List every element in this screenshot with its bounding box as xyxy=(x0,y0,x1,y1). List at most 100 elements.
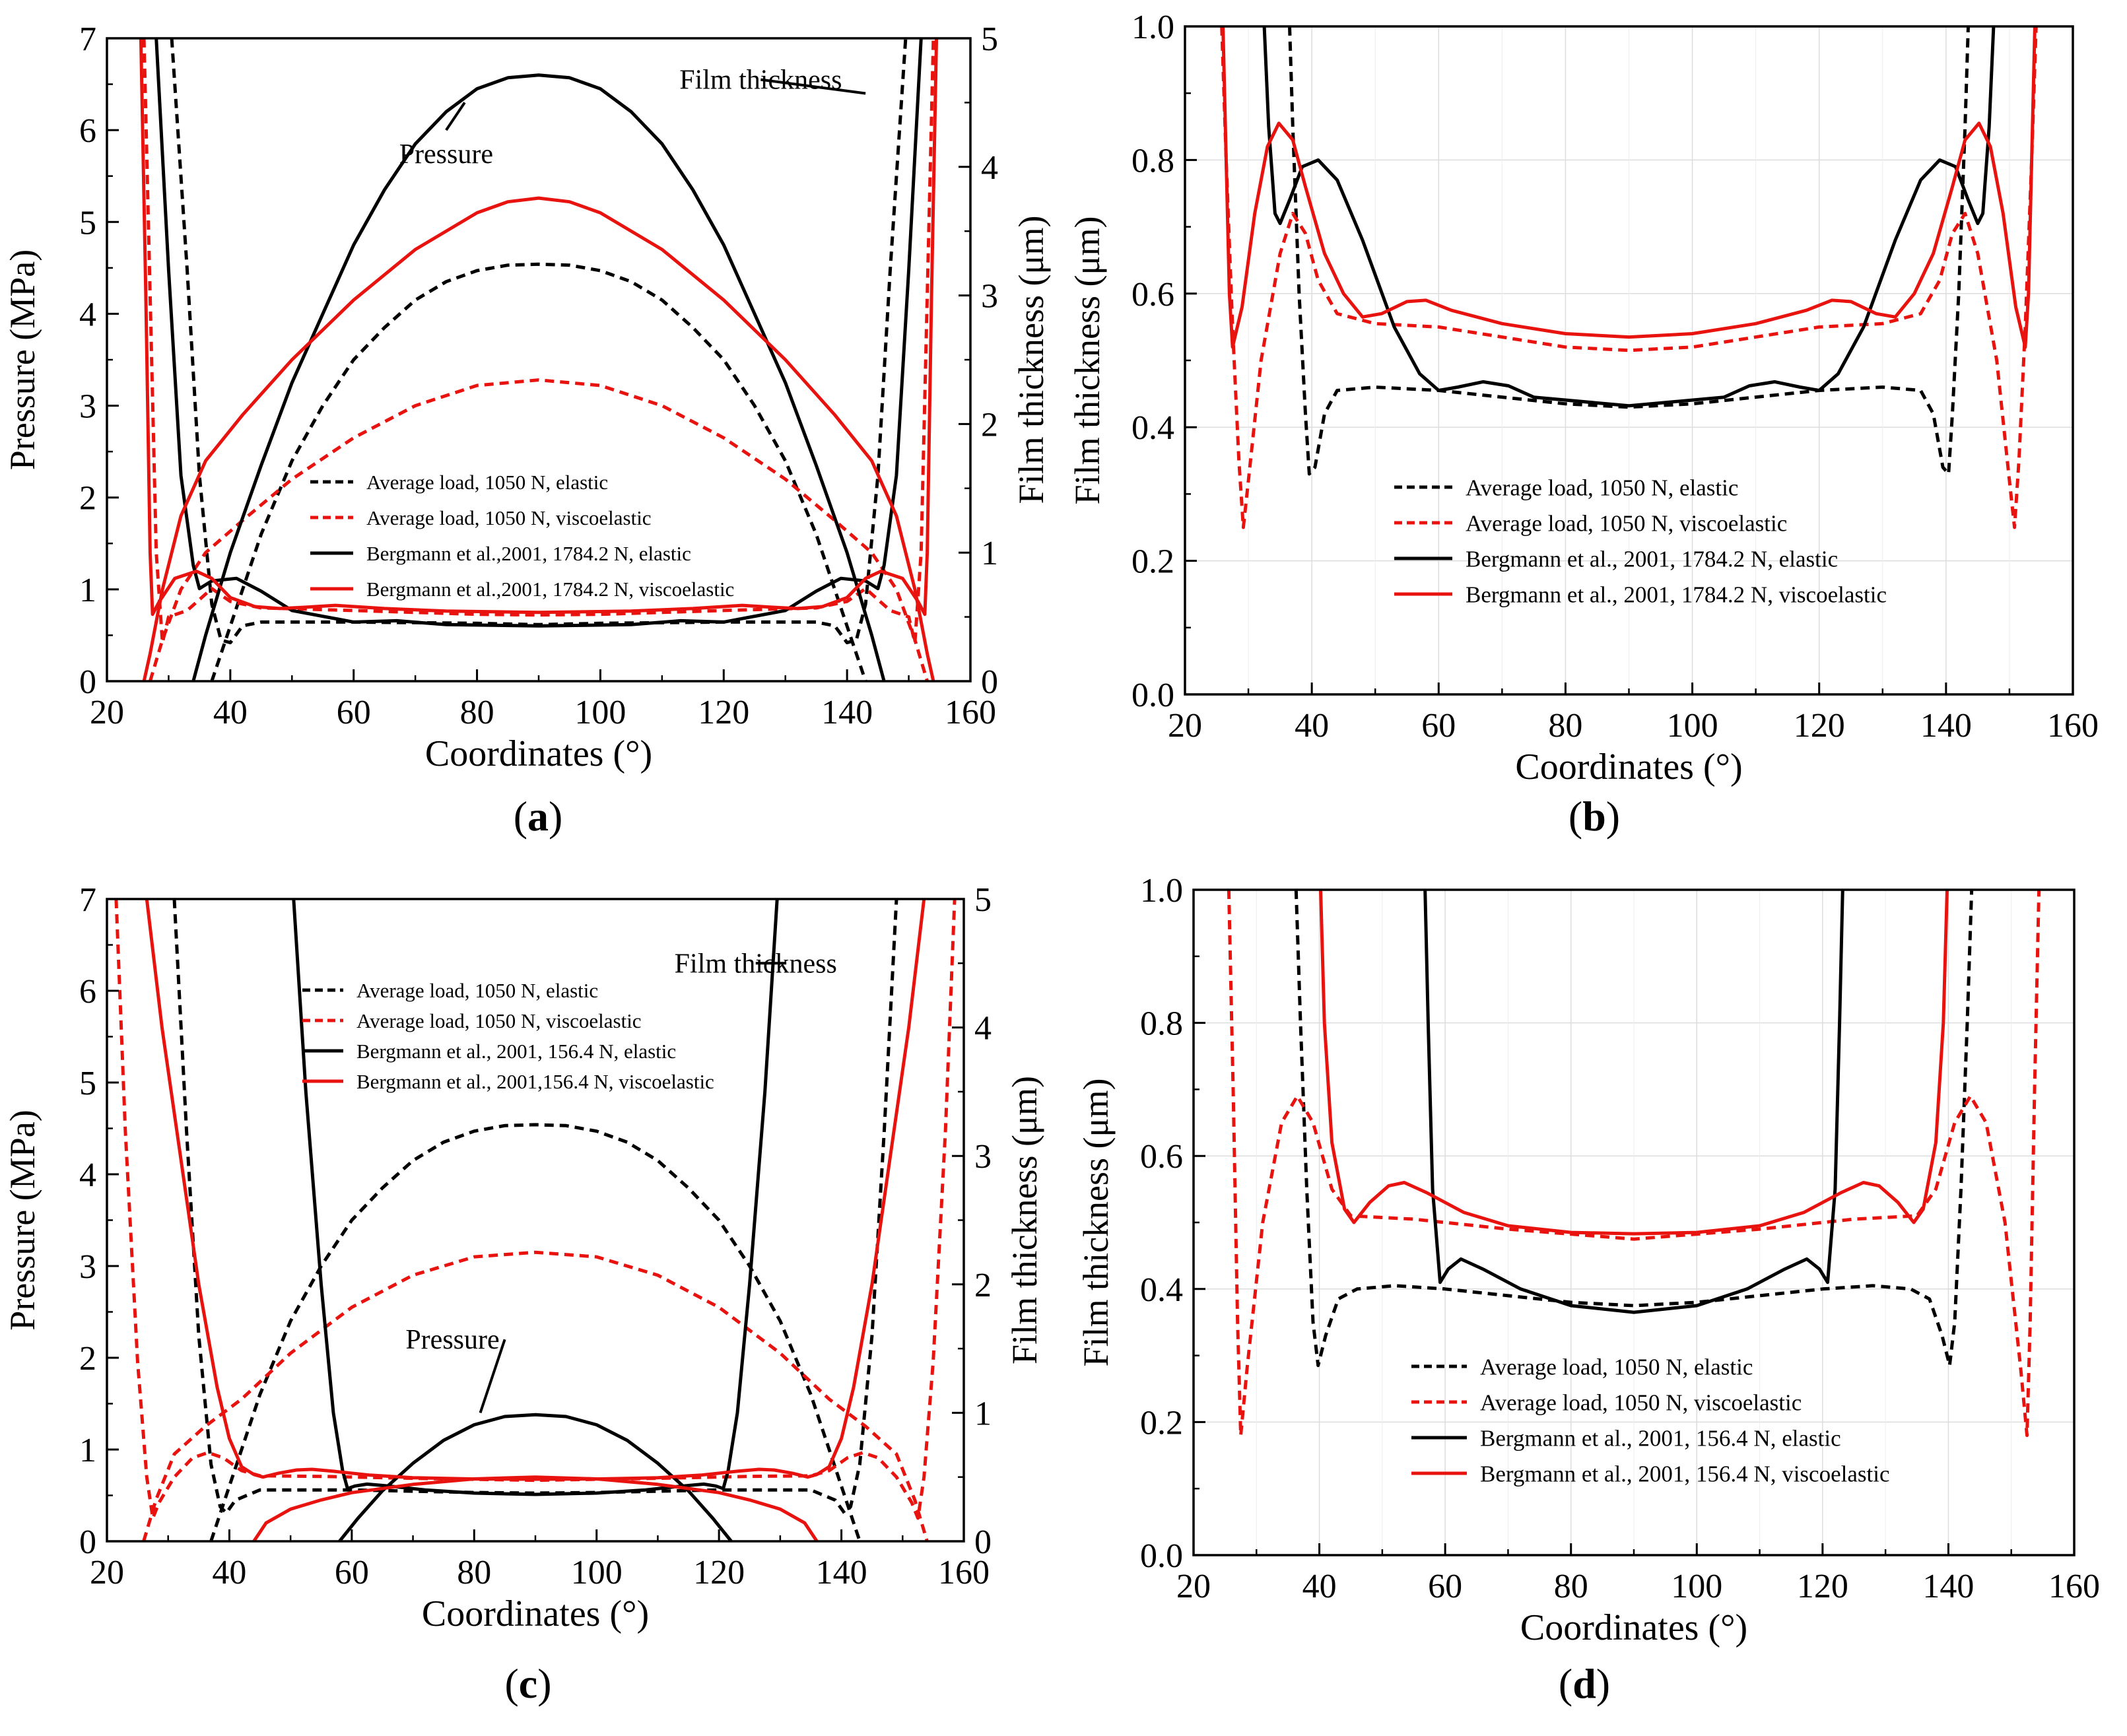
x-axis-title: Coordinates (°) xyxy=(1520,1607,1747,1648)
y-right-tick-label: 2 xyxy=(974,1267,992,1304)
x-tick-label: 100 xyxy=(1667,707,1718,745)
x-tick-label: 140 xyxy=(816,1554,867,1591)
panel-letter: (a) xyxy=(514,793,563,840)
y-axis-left: 0 1 2 3 4 5 6 7 Pressure (MPa) xyxy=(3,881,119,1561)
y-right-tick-label: 0 xyxy=(974,1523,992,1561)
annotation-leader xyxy=(760,78,866,95)
y-tick-label: 7 xyxy=(79,20,96,58)
x-tick-label: 20 xyxy=(1176,1568,1211,1605)
solid-black-line xyxy=(1423,890,1844,1314)
annotations: Pressure Film thickness xyxy=(399,65,866,170)
y-tick-label: 0.2 xyxy=(1140,1404,1183,1442)
x-tick-label: 160 xyxy=(938,1554,990,1591)
annotation-label: Pressure xyxy=(399,139,493,170)
y-right-tick-label: 4 xyxy=(974,1010,992,1048)
panel-letter: (c) xyxy=(504,1660,551,1707)
film-solid-black-line xyxy=(292,899,779,1496)
y-right-tick-label: 3 xyxy=(974,1138,992,1176)
y-axis-title: Film thickness (μm) xyxy=(1067,217,1107,505)
y-tick-label: 6 xyxy=(79,112,96,150)
legend-entry-label: Average load, 1050 N, elastic xyxy=(356,979,598,1002)
y-tick-label: 0.8 xyxy=(1140,1005,1183,1043)
legend: Average load, 1050 N, elastic Average loa… xyxy=(310,471,734,601)
y-tick-label: 1 xyxy=(79,572,96,609)
legend-entry-label: Average load, 1050 N, viscoelastic xyxy=(1480,1389,1802,1415)
solid-red-line xyxy=(1221,26,2037,349)
legend-entry-label: Average load, 1050 N, viscoelastic xyxy=(1466,510,1787,536)
pressure-dashed-red-line xyxy=(142,1250,929,1541)
y-tick-label: 3 xyxy=(79,388,96,426)
legend-entry-label: Bergmann et al., 2001, 156.4 N, elastic xyxy=(356,1040,676,1063)
legend-entry-label: Bergmann et al.,2001, 1784.2 N, elastic xyxy=(366,542,691,565)
x-tick-label: 40 xyxy=(213,694,248,731)
x-tick-label: 80 xyxy=(460,694,494,731)
y-tick-label: 0.2 xyxy=(1131,543,1174,581)
panel-letter-value: b xyxy=(1582,793,1606,840)
pressure-solid-black-line xyxy=(191,73,886,681)
solid-black-line xyxy=(1262,26,1996,408)
x-tick-label: 140 xyxy=(1920,707,1972,745)
annotation-leader xyxy=(479,1339,506,1414)
x-tick-label: 120 xyxy=(1794,707,1845,745)
y-axis-title: Film thickness (μm) xyxy=(1076,1079,1116,1367)
panel-letter-value: c xyxy=(519,1660,537,1707)
dashed-red-line xyxy=(1227,890,2041,1438)
y-right-tick-label: 3 xyxy=(981,278,998,316)
x-tick-label: 160 xyxy=(945,694,996,731)
y-right-axis-title: Film thickness (μm) xyxy=(1011,216,1051,504)
x-tick-label: 40 xyxy=(212,1554,246,1591)
y-tick-label: 1.0 xyxy=(1131,9,1174,46)
x-tick-label: 20 xyxy=(1168,707,1202,745)
panel-letter-open: ( xyxy=(1569,793,1582,840)
pressure-solid-red-line xyxy=(252,1475,819,1541)
y-right-axis-title: Film thickness (μm) xyxy=(1005,1076,1044,1364)
y-tick-label: 0.6 xyxy=(1140,1138,1183,1176)
x-tick-label: 40 xyxy=(1295,707,1329,745)
panel-letter: (b) xyxy=(1569,793,1620,840)
legend-entry-label: Bergmann et al., 2001, 156.4 N, viscoela… xyxy=(1480,1461,1889,1486)
x-tick-label: 60 xyxy=(335,1554,369,1591)
x-tick-label: 160 xyxy=(2047,707,2099,745)
x-axis: 20 40 60 80 100 120 140 160 Coordinates (°) xyxy=(90,669,996,774)
y-tick-label: 0.8 xyxy=(1131,142,1174,180)
y-tick-label: 2 xyxy=(79,480,96,517)
x-tick-label: 140 xyxy=(821,694,873,731)
dashed-red-line xyxy=(1220,26,2038,529)
annotation-leader xyxy=(445,102,466,131)
y-tick-label: 1.0 xyxy=(1140,872,1183,910)
x-axis-title: Coordinates (°) xyxy=(425,733,652,774)
legend: Average load, 1050 N, elastic Average loa… xyxy=(1411,1354,1889,1486)
x-tick-label: 40 xyxy=(1302,1568,1337,1605)
y-axis-left: 0.0 0.2 0.4 0.6 0.8 1.0 Film thickness (μm) xyxy=(1067,9,1197,714)
y-tick-label: 0.4 xyxy=(1140,1271,1183,1309)
y-tick-label: 7 xyxy=(79,881,96,919)
y-right-tick-label: 4 xyxy=(981,149,998,187)
film-dashed-black-line xyxy=(172,899,898,1515)
x-tick-label: 80 xyxy=(1548,707,1582,745)
y-right-tick-label: 1 xyxy=(981,535,998,572)
pressure-solid-red-line xyxy=(142,196,935,681)
y-axis-left: 0 1 2 3 4 5 6 7 Pressure (MPa) xyxy=(3,20,119,701)
annotations: Pressure Film thickness xyxy=(405,949,837,1414)
x-tick-label: 80 xyxy=(1554,1568,1588,1605)
y-tick-label: 5 xyxy=(79,1065,96,1102)
y-right-tick-label: 0 xyxy=(981,663,998,701)
x-axis: 20 40 60 80 100 120 140 160 Coordinates (°) xyxy=(90,1529,990,1634)
pressure-dashed-red-line xyxy=(149,378,929,681)
y-tick-label: 1 xyxy=(79,1432,96,1469)
x-tick-label: 120 xyxy=(693,1554,745,1591)
panel-letter-close: ) xyxy=(1606,793,1620,840)
dashed-black-line xyxy=(1288,26,1970,476)
legend-entry-label: Average load, 1050 N, viscoelastic xyxy=(356,1009,642,1032)
y-tick-label: 0.0 xyxy=(1131,677,1174,714)
x-tick-label: 60 xyxy=(1428,1568,1462,1605)
data-lines xyxy=(1227,890,2041,1438)
x-axis: 20 40 60 80 100 120 140 160 Coordinates (°) xyxy=(1168,683,2099,787)
film-solid-red-line xyxy=(139,38,939,617)
pressure-solid-black-line xyxy=(338,1413,733,1541)
x-tick-label: 160 xyxy=(2048,1568,2100,1605)
y-tick-label: 6 xyxy=(79,973,96,1011)
panel-letter: (d) xyxy=(1559,1660,1610,1707)
legend-entry-label: Average load, 1050 N, viscoelastic xyxy=(366,506,652,529)
